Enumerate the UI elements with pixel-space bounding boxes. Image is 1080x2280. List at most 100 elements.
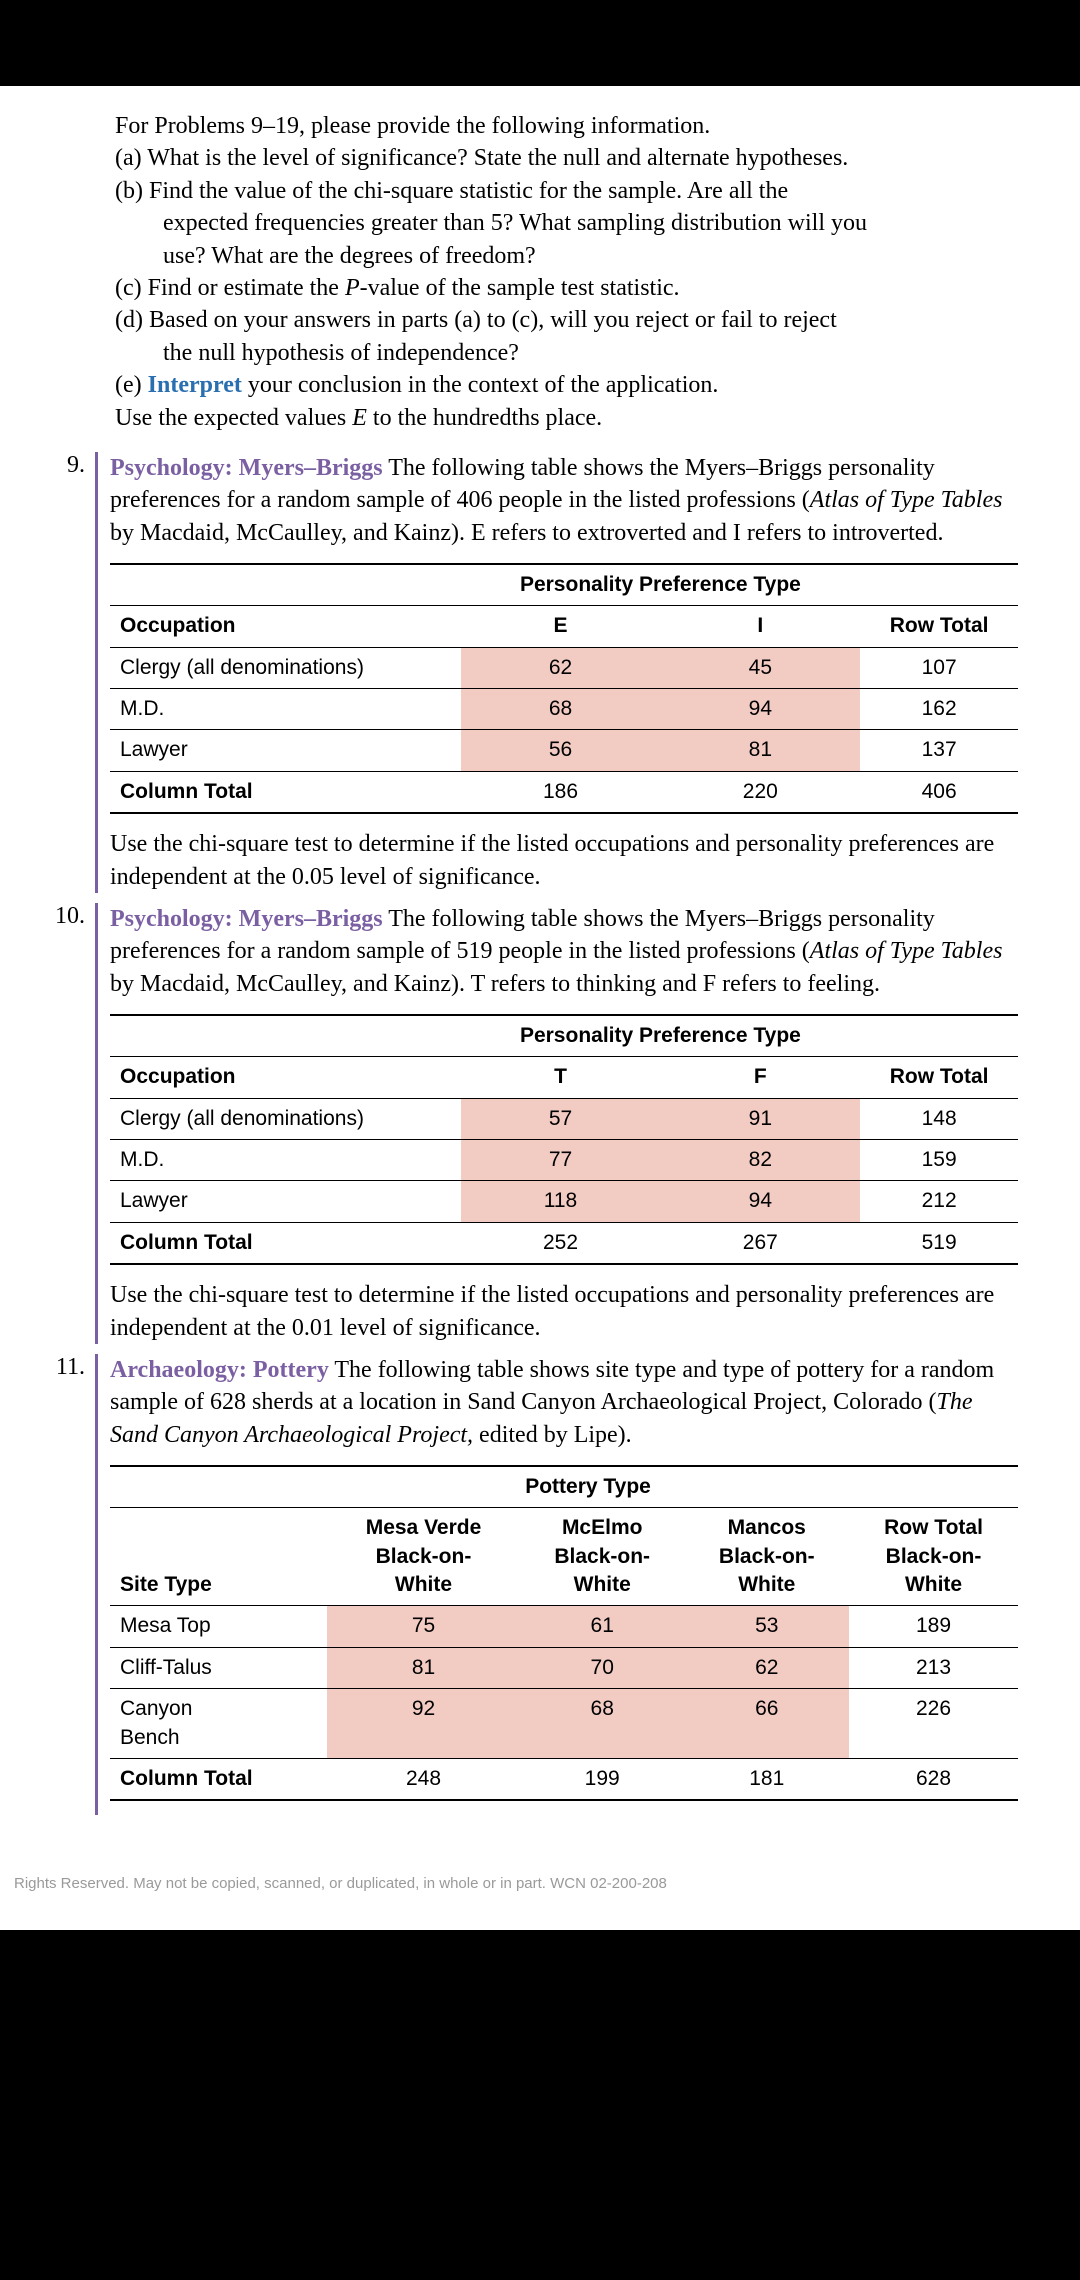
cell: 186 [461,771,661,813]
book-title: Atlas of Type Tables [810,487,1003,513]
cell: 406 [860,771,1018,813]
hdr-line: White [905,1573,962,1596]
intro-lead: For Problems 9–19, please provide the fo… [115,110,1018,142]
hdr-line: McElmo [562,1516,643,1539]
cell: 68 [520,1689,685,1759]
intro-tail-1: Use the expected values [115,405,352,431]
cell: Cliff-Talus [110,1647,327,1688]
content-area: For Problems 9–19, please provide the fo… [0,86,1080,1930]
hdr-line: White [395,1573,452,1596]
problem-9: 9. Psychology: Myers–Briggs The followin… [0,452,1018,893]
col-header: MancosBlack-on-White [684,1508,849,1606]
cell: 81 [327,1647,520,1688]
cell: 226 [849,1689,1018,1759]
intro-e-part2: your conclusion in the context of the ap… [242,372,719,398]
e-italic: E [352,405,367,431]
cell: 267 [660,1222,860,1264]
book-title: Atlas of Type Tables [810,938,1003,964]
hdr-line: Black-on- [719,1545,815,1568]
table-row: Occupation E I Row Total [110,606,1018,647]
col-header: Row Total [860,1057,1018,1098]
span-header: Personality Preference Type [461,564,861,606]
col-header: F [660,1057,860,1098]
cell: Clergy (all denominations) [110,647,461,688]
table-row: M.D. 68 94 162 [110,689,1018,730]
problem-body: Psychology: Myers–Briggs The following t… [110,903,1018,1344]
cell: 159 [860,1140,1018,1181]
problem-body: Psychology: Myers–Briggs The following t… [110,452,1018,893]
cell: 62 [684,1647,849,1688]
problem-10: 10. Psychology: Myers–Briggs The followi… [0,903,1018,1344]
col-header: Occupation [110,1057,461,1098]
intro-c-part1: (c) Find or estimate the [115,275,345,301]
col-header: Row Total [860,606,1018,647]
problem-number: 9. [0,452,95,479]
cell: Lawyer [110,1181,461,1222]
cell: 212 [860,1181,1018,1222]
cell: Lawyer [110,730,461,771]
problem-number: 11. [0,1354,95,1381]
intro-e: (e) Interpret your conclusion in the con… [115,369,1018,401]
intro-b-line3: use? What are the degrees of freedom? [115,240,1018,272]
cell: 66 [684,1689,849,1759]
cell: 189 [849,1606,1018,1647]
intro-b-line1: (b) Find the value of the chi-square sta… [115,175,1018,207]
col-header: McElmoBlack-on-White [520,1508,685,1606]
intro-d-line2: the null hypothesis of independence? [115,337,1018,369]
cell: 77 [461,1140,661,1181]
intro-tail-2: to the hundredths place. [367,405,602,431]
hdr-line: Mancos [728,1516,806,1539]
cell: 53 [684,1606,849,1647]
cell: 45 [660,647,860,688]
col-header: I [660,606,860,647]
cell: Column Total [110,1222,461,1264]
table-row: Column Total 186 220 406 [110,771,1018,813]
cell: Column Total [110,1758,327,1800]
intro-c: (c) Find or estimate the P-value of the … [115,272,1018,304]
table-row: Cliff-Talus 81 70 62 213 [110,1647,1018,1688]
cell: 94 [660,1181,860,1222]
cell: 62 [461,647,661,688]
cell: 107 [860,647,1018,688]
col-header: T [461,1057,661,1098]
hdr-line: Black-on- [886,1545,982,1568]
table-row: Clergy (all denominations) 62 45 107 [110,647,1018,688]
problem-title: Archaeology: Pottery [110,1357,329,1383]
cell: Mesa Top [110,1606,327,1647]
cell: 82 [660,1140,860,1181]
table-row: Clergy (all denominations) 57 91 148 [110,1098,1018,1139]
table-row: Mesa Top 75 61 53 189 [110,1606,1018,1647]
col-header: Occupation [110,606,461,647]
intro-e-part1: (e) [115,372,148,398]
table-row: Occupation T F Row Total [110,1057,1018,1098]
footer-rights: Rights Reserved. May not be copied, scan… [14,1875,1018,1892]
intro-a: (a) What is the level of significance? S… [115,142,1018,174]
hdr-line: Black-on- [554,1545,650,1568]
problem-title: Psychology: Myers–Briggs [110,906,383,932]
cell: 248 [327,1758,520,1800]
intro-b-line2: expected frequencies greater than 5? Wha… [115,207,1018,239]
table-row: Pottery Type [110,1466,1018,1508]
p11-text-2: edited by Lipe). [473,1422,632,1448]
p10-after: Use the chi-square test to determine if … [110,1282,994,1340]
cell: 70 [520,1647,685,1688]
table-row: Personality Preference Type [110,1015,1018,1057]
cell: 56 [461,730,661,771]
cell: 75 [327,1606,520,1647]
hdr-line: Mesa Verde [366,1516,482,1539]
cell: 61 [520,1606,685,1647]
col-header: E [461,606,661,647]
cell: 118 [461,1181,661,1222]
problem-title: Psychology: Myers–Briggs [110,455,383,481]
cell: M.D. [110,1140,461,1181]
table-row: Lawyer 56 81 137 [110,730,1018,771]
cell: 81 [660,730,860,771]
cell: 148 [860,1098,1018,1139]
p10-table: Personality Preference Type Occupation T… [110,1014,1018,1265]
intro-d-line1: (d) Based on your answers in parts (a) t… [115,304,1018,336]
intro-tail: Use the expected values E to the hundred… [115,402,1018,434]
cell: 92 [327,1689,520,1759]
problem-body: Archaeology: Pottery The following table… [110,1354,1018,1815]
table-row: M.D. 77 82 159 [110,1140,1018,1181]
cell: 519 [860,1222,1018,1264]
